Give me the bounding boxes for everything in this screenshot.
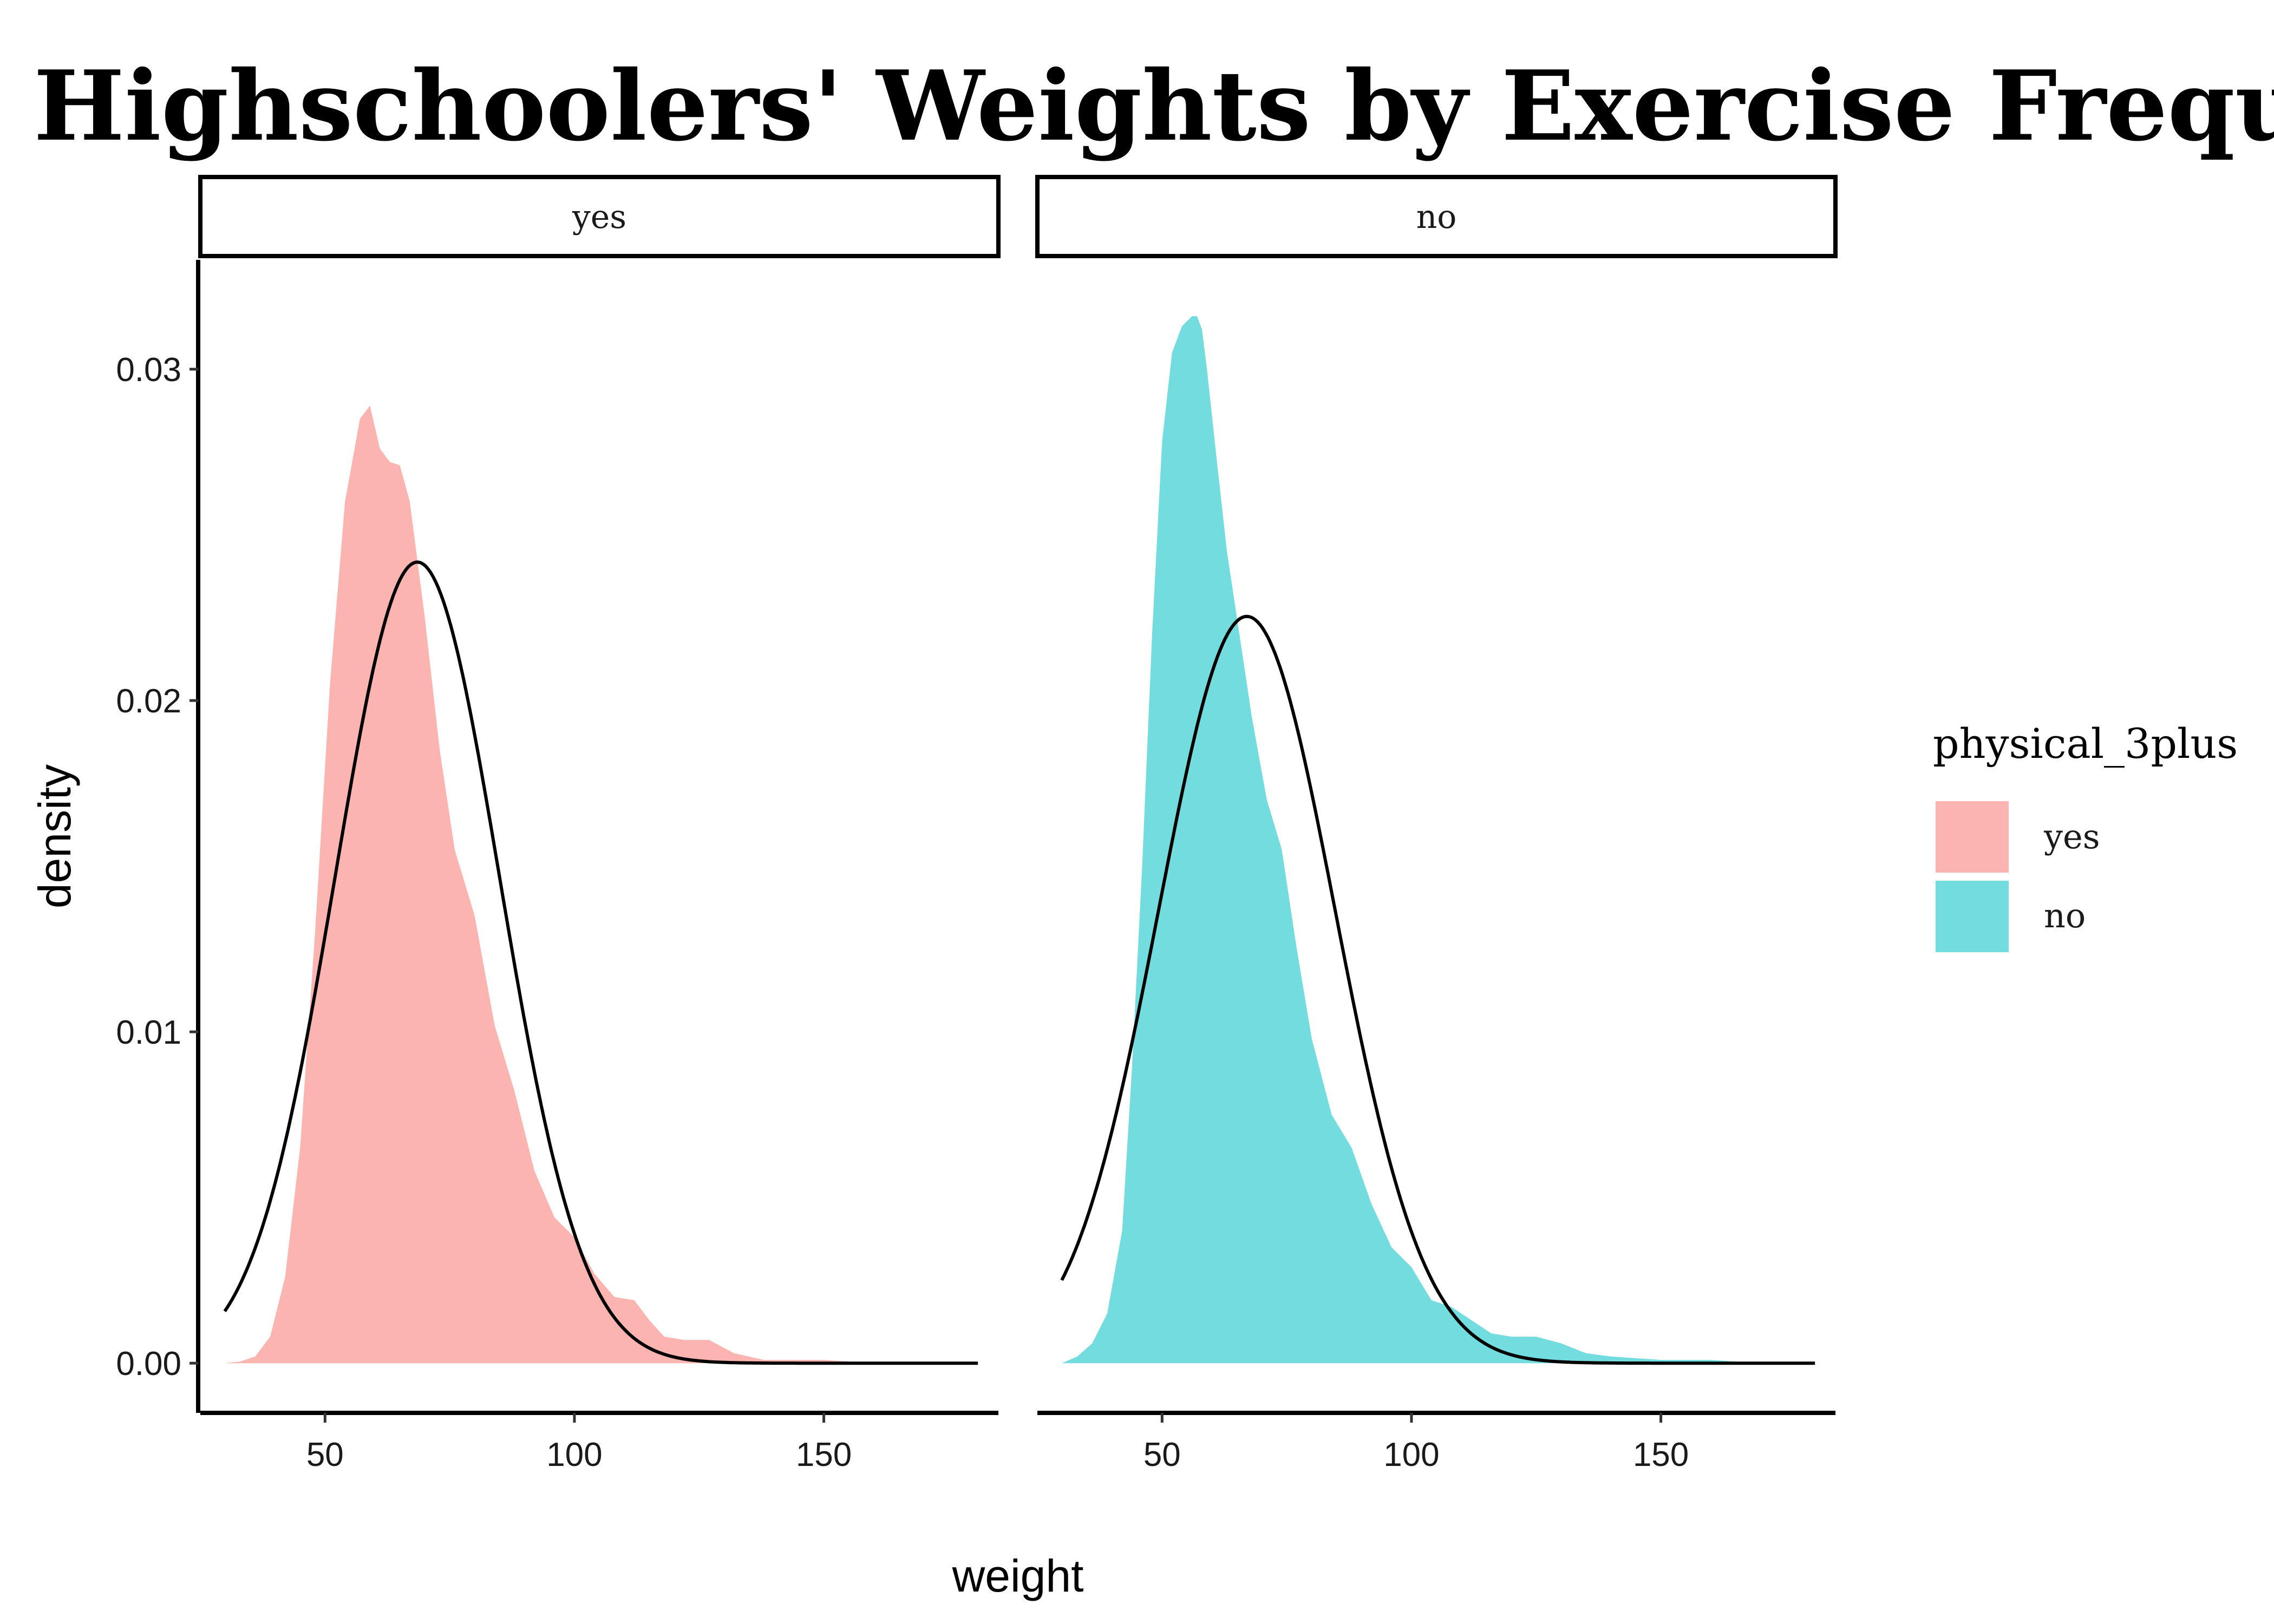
normal-curve-no — [1060, 614, 1815, 1365]
legend-title: physical_3plus — [1933, 719, 2238, 768]
y-tick-label: 0.01 — [116, 1014, 181, 1051]
legend-label-no: no — [2044, 896, 2086, 935]
x-tick-label: 150 — [796, 1436, 852, 1474]
y-axis-title: density — [29, 764, 80, 908]
y-axis-ticks: 0.00 0.01 0.02 0.03 — [116, 351, 198, 1383]
density-area-yes — [225, 405, 978, 1364]
panel-no: no 50 100 150 — [1035, 175, 1838, 1474]
y-tick-label: 0.02 — [116, 683, 181, 720]
strip-label-no: no — [1416, 198, 1457, 236]
strip-label-yes: yes — [572, 198, 626, 236]
chart-title: Highschoolers' Weights by Exercise Frequ… — [34, 49, 2274, 162]
strip-yes — [198, 175, 1001, 258]
density-area-no — [1062, 316, 1815, 1364]
x-axis-title: weight — [952, 1550, 1084, 1601]
x-tick-label: 50 — [306, 1436, 344, 1474]
panel-yes: yes 50 100 150 — [198, 175, 1001, 1474]
x-tick-label: 100 — [1383, 1436, 1439, 1474]
strip-no — [1035, 175, 1838, 258]
y-tick-label: 0.00 — [116, 1345, 181, 1383]
legend-label-yes: yes — [2043, 817, 2100, 856]
y-tick-label: 0.03 — [116, 351, 181, 389]
plot-area-no: 50 100 150 — [1037, 316, 1835, 1474]
x-tick-label: 50 — [1143, 1436, 1181, 1474]
plot-area-yes: 50 100 150 — [200, 405, 998, 1474]
x-tick-label: 100 — [546, 1436, 602, 1474]
normal-curve-yes — [223, 560, 978, 1365]
legend-swatch-no — [1936, 881, 2009, 952]
x-tick-label: 150 — [1633, 1436, 1689, 1474]
legend: physical_3plus yes no — [1933, 719, 2238, 952]
legend-swatch-yes — [1936, 801, 2009, 873]
